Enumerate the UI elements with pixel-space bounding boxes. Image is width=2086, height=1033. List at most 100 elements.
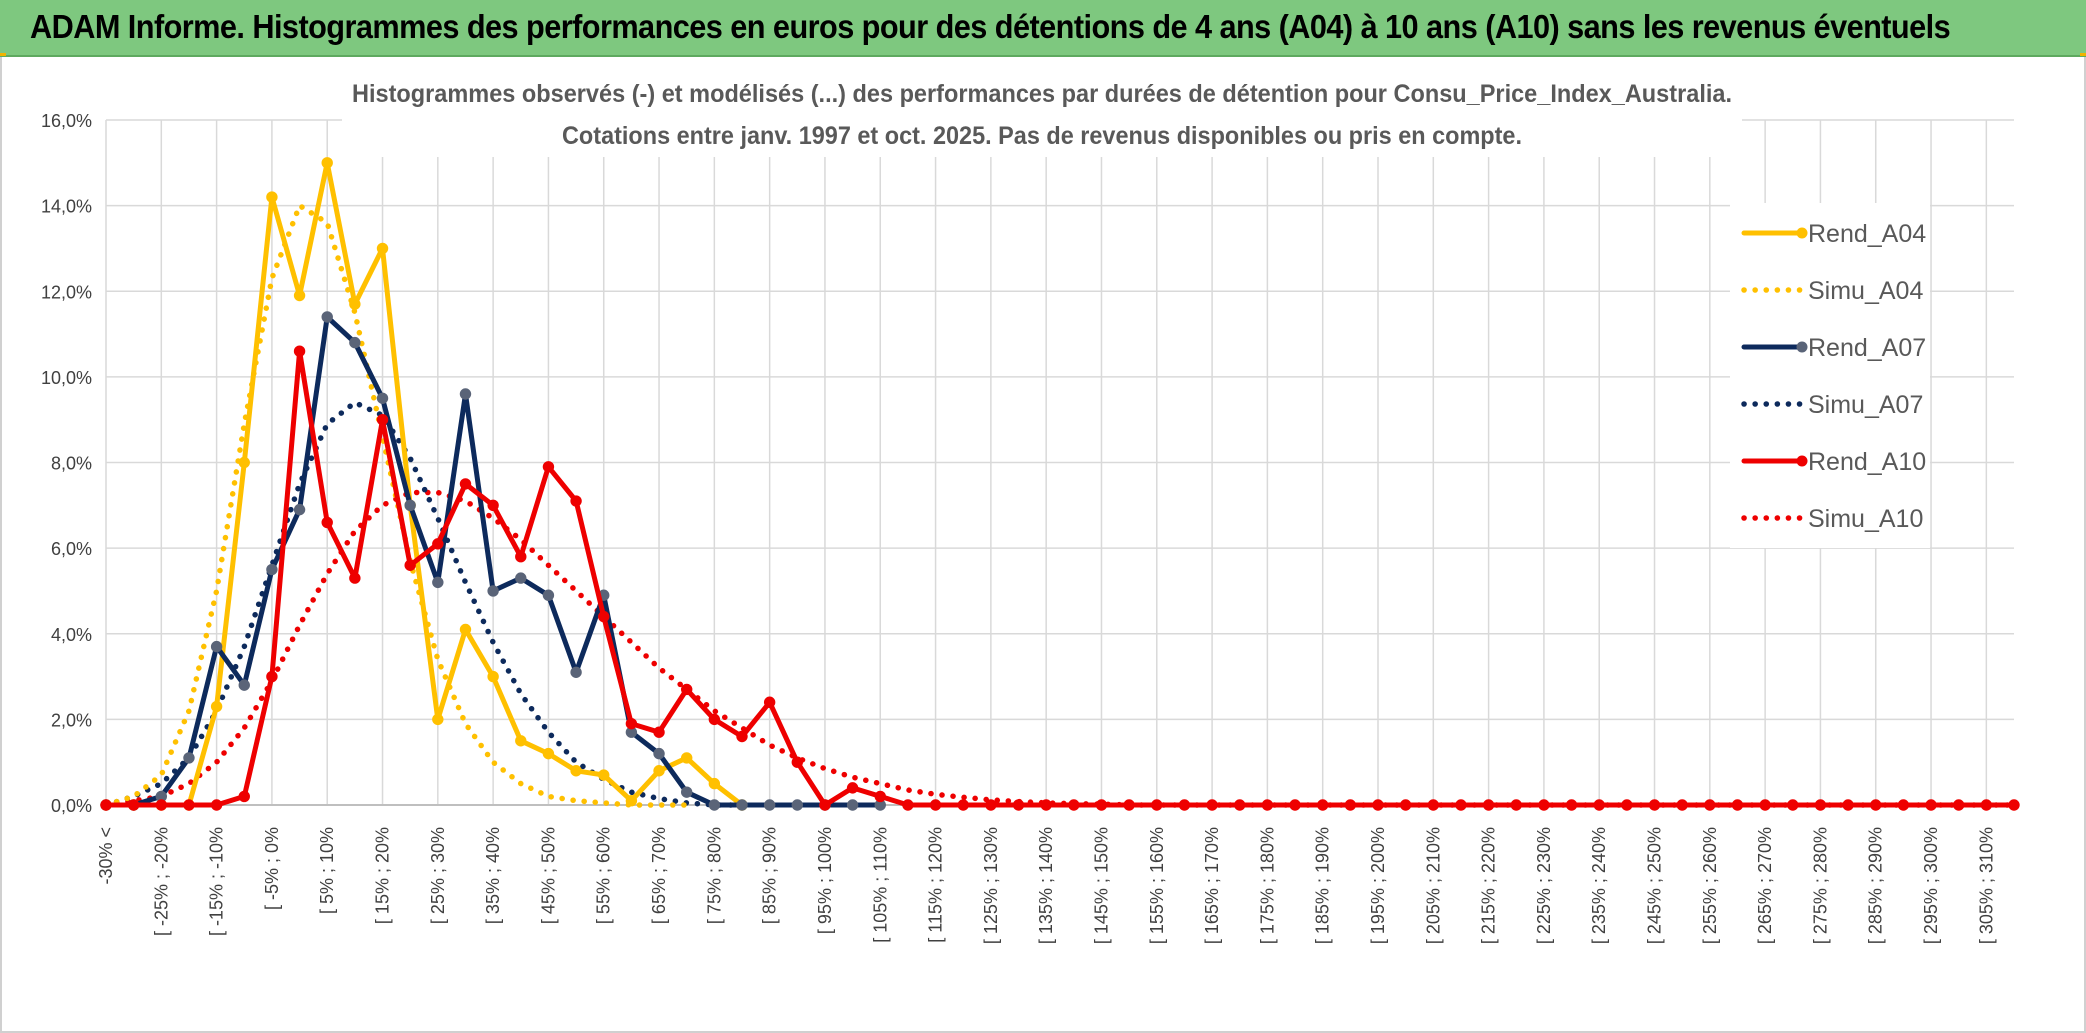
x-tick-label: [ 95% ; 100%	[815, 827, 835, 934]
x-tick-label: [ 185% ; 190%	[1313, 827, 1333, 944]
data-point-rend-a10	[1040, 799, 1052, 811]
data-point-rend-a04	[293, 289, 306, 302]
legend-box	[1730, 203, 1930, 548]
legend-label: Rend_A04	[1808, 220, 1926, 248]
data-point-rend-a10	[1399, 799, 1412, 811]
data-point-rend-a10	[1289, 799, 1301, 811]
data-point-rend-a10	[1676, 799, 1688, 811]
data-point-rend-a10	[1068, 799, 1080, 811]
data-point-rend-a04	[321, 157, 333, 169]
data-point-rend-a04	[238, 456, 250, 469]
data-point-rend-a10	[1787, 799, 1799, 811]
legend-marker	[1796, 341, 1808, 353]
data-point-rend-a10	[1178, 799, 1191, 811]
data-point-rend-a10	[1095, 799, 1108, 811]
x-tick-label: [ 155% ; 160%	[1147, 827, 1167, 944]
data-point-rend-a10	[1427, 799, 1440, 811]
data-point-rend-a10	[2008, 799, 2020, 811]
data-point-rend-a04	[376, 242, 389, 255]
y-tick-label: 6,0%	[51, 539, 92, 559]
data-point-rend-a10	[1842, 799, 1854, 811]
data-point-rend-a10	[763, 696, 776, 708]
data-point-rend-a10	[1344, 799, 1357, 811]
data-point-rend-a10	[1870, 799, 1882, 811]
x-tick-label: [ 225% ; 230%	[1534, 827, 1554, 944]
data-point-rend-a07	[183, 752, 195, 764]
data-point-rend-a10	[1012, 799, 1025, 811]
data-point-rend-a10	[1731, 799, 1744, 811]
data-point-rend-a10	[902, 799, 914, 811]
data-point-rend-a10	[1593, 799, 1605, 811]
data-point-rend-a10	[985, 799, 997, 811]
data-point-rend-a10	[1316, 799, 1329, 811]
data-point-rend-a07	[653, 747, 665, 760]
x-tick-label: [ 85% ; 90%	[760, 827, 780, 924]
data-point-rend-a07	[293, 503, 306, 516]
data-point-rend-a10	[293, 345, 306, 357]
y-tick-label: 0,0%	[51, 796, 92, 816]
data-point-rend-a10	[1206, 799, 1218, 811]
x-tick-label: [ 175% ; 180%	[1257, 827, 1277, 944]
data-point-rend-a10	[1455, 799, 1467, 811]
data-point-rend-a07	[321, 311, 333, 323]
data-point-rend-a10	[127, 799, 140, 811]
data-point-rend-a07	[763, 799, 776, 811]
data-point-rend-a07	[515, 572, 527, 584]
data-point-rend-a10	[1538, 799, 1550, 811]
data-point-rend-a10	[570, 495, 582, 507]
data-point-rend-a10	[1372, 799, 1384, 811]
x-tick-label: [ 205% ; 210%	[1423, 827, 1443, 944]
data-point-rend-a07	[542, 589, 555, 601]
data-point-rend-a10	[1704, 799, 1716, 811]
data-point-rend-a04	[570, 765, 582, 777]
x-tick-label: [ 75% ; 80%	[704, 827, 724, 924]
data-point-rend-a10	[1621, 799, 1633, 811]
corner-mark-left	[0, 53, 6, 56]
data-point-rend-a07	[736, 799, 748, 811]
y-tick-label: 12,0%	[41, 282, 92, 302]
data-point-rend-a10	[736, 730, 748, 743]
data-point-rend-a10	[1897, 799, 1910, 811]
data-point-rend-a10	[874, 790, 886, 803]
legend-marker	[1796, 227, 1808, 239]
data-point-rend-a10	[1151, 799, 1163, 811]
data-point-rend-a10	[376, 413, 389, 426]
chart-frame: 0,0% 2,0% 4,0% 6,0% 8,0% 10,0% 12,0% 14,0% 16,0%…	[0, 57, 2086, 1033]
data-point-rend-a04	[515, 735, 527, 747]
data-point-rend-a10	[1952, 799, 1965, 811]
x-tick-label: [ 235% ; 240%	[1589, 827, 1609, 944]
legend-label: Rend_A10	[1808, 448, 1926, 476]
data-point-rend-a10	[155, 799, 168, 811]
data-point-rend-a10	[625, 717, 638, 730]
x-tick-label: [ 295% ; 300%	[1921, 827, 1941, 944]
x-tick-label: [ -5% ; 0%	[262, 827, 282, 910]
data-point-rend-a10	[404, 559, 416, 571]
data-point-rend-a07	[404, 499, 416, 512]
data-point-rend-a10	[238, 790, 250, 803]
x-tick-label: [ 135% ; 140%	[1036, 827, 1056, 944]
data-point-rend-a07	[708, 799, 721, 811]
data-point-rend-a10	[1234, 799, 1246, 811]
data-point-rend-a04	[708, 777, 721, 790]
y-tick-label: 2,0%	[51, 710, 92, 730]
series-line-rend-a04	[103, 160, 745, 808]
x-tick-label: [ 65% ; 70%	[649, 827, 669, 924]
data-point-rend-a10	[957, 799, 969, 811]
data-point-rend-a10	[708, 713, 721, 726]
x-tick-label: [ 265% ; 270%	[1755, 827, 1775, 944]
data-point-rend-a10	[929, 799, 942, 811]
y-tick-label: 14,0%	[41, 197, 92, 217]
x-tick-label: [ 115% ; 120%	[926, 827, 946, 943]
data-point-rend-a10	[183, 799, 195, 811]
histogram-chart: 0,0% 2,0% 4,0% 6,0% 8,0% 10,0% 12,0% 14,0% 16,0%…	[41, 61, 2020, 944]
x-tick-label: [ 275% ; 280%	[1810, 827, 1830, 944]
title-box	[342, 61, 1742, 157]
data-point-rend-a04	[210, 700, 223, 713]
data-point-rend-a04	[432, 713, 444, 726]
x-tick-label: [ 35% ; 40%	[483, 827, 503, 924]
x-tick-label: [ -25% ; -20%	[151, 827, 171, 936]
series-line-simu-a10	[103, 489, 2017, 808]
report-banner: ADAM Informe. Histogrammes des performan…	[0, 0, 2086, 57]
y-tick-label: 10,0%	[41, 368, 92, 388]
data-point-rend-a10	[1814, 799, 1827, 811]
